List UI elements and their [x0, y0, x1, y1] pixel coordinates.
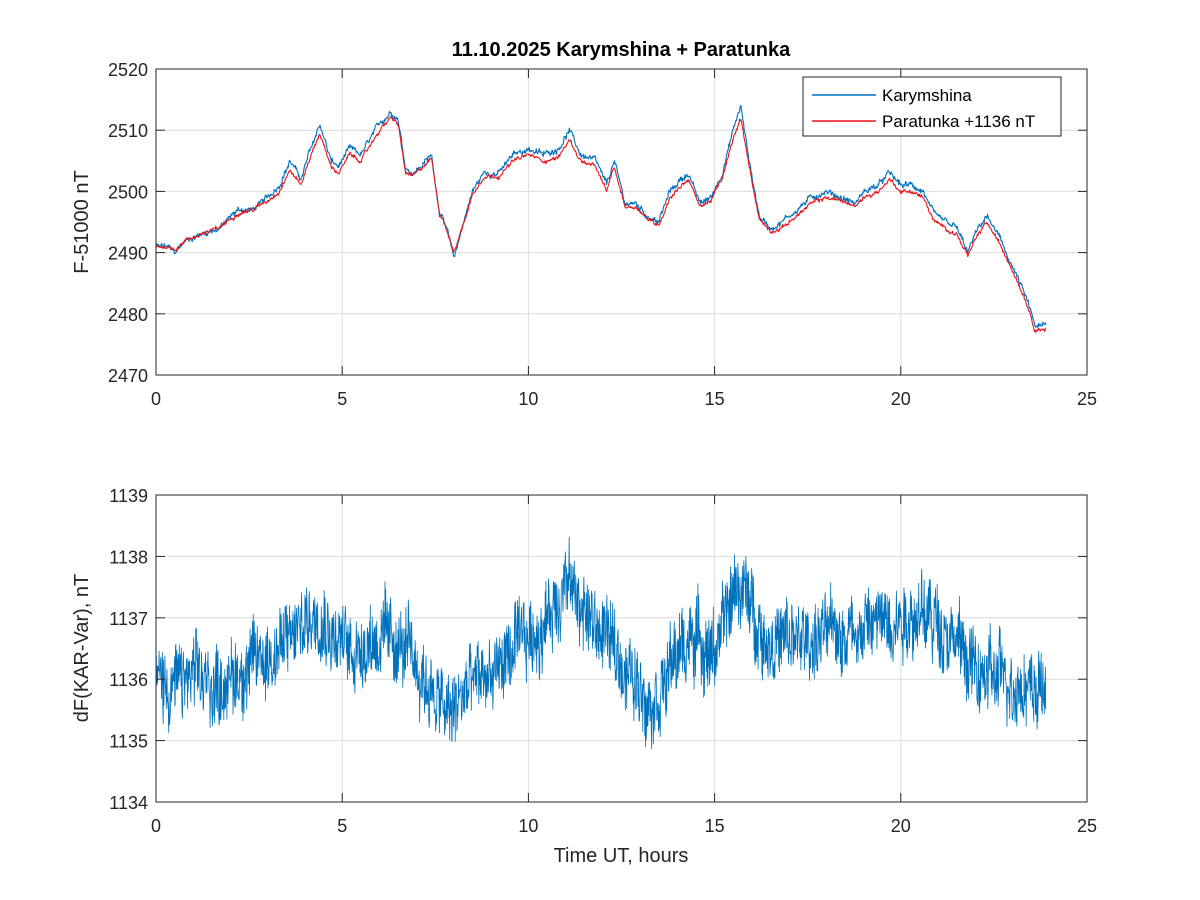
legend: Karymshina Paratunka +1136 nT: [802, 76, 1062, 137]
top-plot-frame: [155, 68, 1088, 376]
bottom-plot-series: [155, 536, 1047, 750]
top-plot-xtick-label: 5: [337, 389, 347, 409]
bottom-plot-xtick-label: 25: [1077, 816, 1097, 836]
legend-label-paratunka: Paratunka +1136 nT: [882, 112, 1035, 131]
bottom-plot-ytick-label: 1139: [109, 486, 148, 506]
bottom-plot-axes: 0 5 10 15 20 25 1134 1135 1136 1137 1138 1139 dF(KA…: [71, 486, 1097, 867]
bottom-plot-xtick-label: 10: [518, 816, 538, 836]
top-plot-xtick-label: 15: [705, 389, 725, 409]
bottom-plot-ytick-label: 1134: [109, 793, 148, 813]
top-plot-series-line-2: [155, 115, 1047, 333]
bottom-plot-xtick-label: 15: [705, 816, 725, 836]
bottom-plot-xlabel: Time UT, hours: [554, 845, 689, 867]
top-plot-ytick-label: 2470: [108, 366, 148, 386]
top-plot-xtick-label: 10: [518, 389, 538, 409]
bottom-plot-xtick-label: 20: [891, 816, 911, 836]
top-plot-xtick-label: 0: [151, 389, 161, 409]
top-plot-series-line-1: [155, 104, 1047, 328]
bottom-plot-ytick-label: 1135: [109, 732, 148, 752]
bottom-plot-series-line-1: [155, 536, 1047, 750]
bottom-plot-ticks: 0 5 10 15 20 25 1134 1135 1136 1137 1138 1139: [109, 486, 1097, 836]
bottom-plot-ytick-label: 1137: [109, 609, 148, 629]
top-plot-axes: 0 5 10 15 20 25 2470 2480 2490 2500 2510 2520 F-510…: [71, 60, 1097, 409]
top-plot-xtick-label: 25: [1077, 389, 1097, 409]
legend-label-karymshina: Karymshina: [882, 86, 972, 105]
bottom-plot-ytick-label: 1136: [109, 670, 148, 690]
top-plot-ytick-label: 2480: [108, 305, 148, 325]
bottom-plot-frame: [155, 494, 1088, 803]
bottom-plot-ylabel: dF(KAR-Var), nT: [71, 574, 93, 723]
top-plot-ytick-label: 2490: [108, 244, 148, 264]
top-plot-ytick-label: 2520: [108, 60, 148, 80]
top-plot-xtick-label: 20: [891, 389, 911, 409]
top-plot-ytick-label: 2500: [108, 182, 148, 202]
top-plot-ytick-label: 2510: [108, 121, 148, 141]
legend-box: [802, 76, 1062, 137]
bottom-plot-ytick-label: 1138: [109, 547, 148, 567]
top-plot-ylabel: F-51000 nT: [71, 170, 93, 273]
top-plot-series: [155, 104, 1047, 333]
top-plot-ticks: 0 5 10 15 20 25 2470 2480 2490 2500 2510 2520: [108, 60, 1097, 409]
bottom-plot-xtick-label: 5: [337, 816, 347, 836]
bottom-plot-xtick-label: 0: [151, 816, 161, 836]
chart-title: 11.10.2025 Karymshina + Paratunka: [452, 39, 791, 61]
